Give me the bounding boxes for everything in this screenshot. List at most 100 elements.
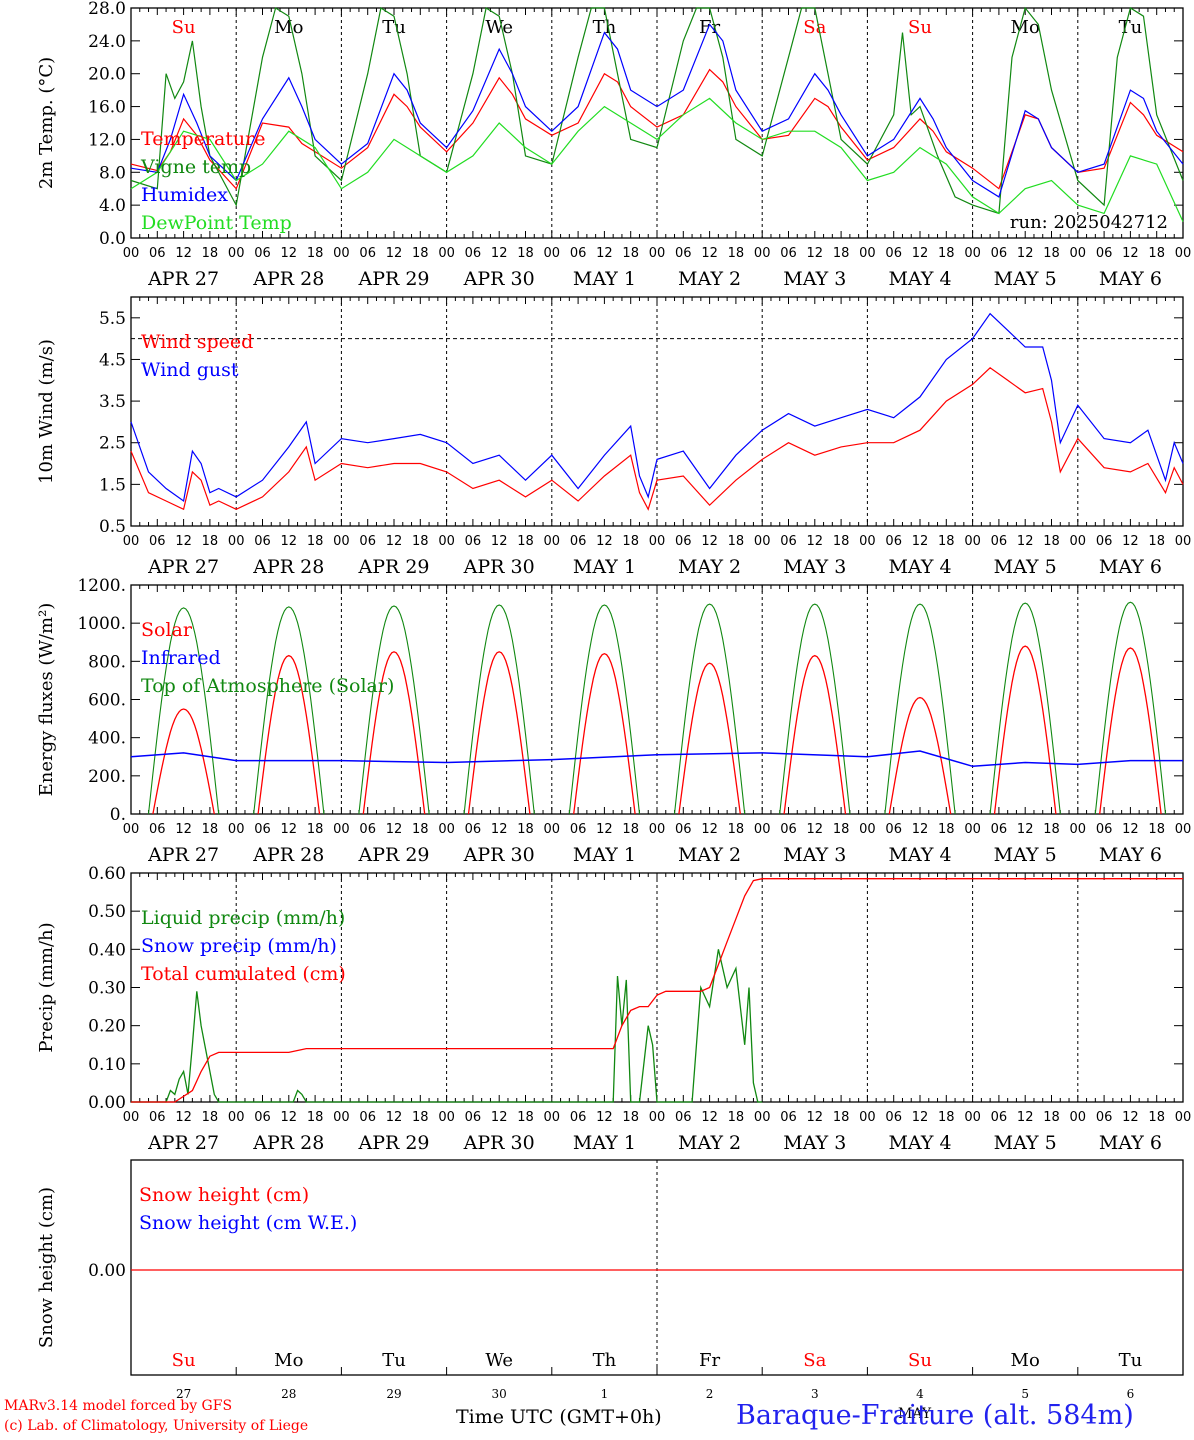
hour-label: 06 bbox=[780, 534, 797, 549]
hour-label: 12 bbox=[386, 1110, 403, 1125]
legend-entry: Wind gust bbox=[141, 359, 239, 381]
hour-label: 18 bbox=[728, 1110, 745, 1125]
hour-label: 06 bbox=[359, 822, 376, 837]
panel-2: 00 06 12 18 00 06 12 18 00 06 12 18 00 06 12 18 00 06 12 18… bbox=[36, 296, 1191, 578]
hour-label: 12 bbox=[912, 1110, 929, 1125]
date-label: MAY 5 bbox=[994, 844, 1057, 866]
time-axis-label: Time UTC (GMT+0h) bbox=[456, 1406, 662, 1428]
hour-label: 12 bbox=[701, 246, 718, 261]
lab-credit: (c) Lab. of Climatology, University of L… bbox=[4, 1418, 309, 1434]
series-line bbox=[131, 878, 1183, 1103]
hour-label: 06 bbox=[359, 246, 376, 261]
y-tick-label: 0.10 bbox=[88, 1055, 126, 1075]
date-label: APR 28 bbox=[252, 844, 324, 866]
hour-label: 12 bbox=[491, 1110, 508, 1125]
hour-label: 18 bbox=[1043, 822, 1060, 837]
toa-solar-line bbox=[884, 603, 956, 815]
hour-label: 18 bbox=[938, 1110, 955, 1125]
legend-entry: Snow height (cm W.E.) bbox=[139, 1212, 357, 1234]
date-label: APR 30 bbox=[463, 556, 535, 578]
series-line bbox=[130, 23, 1184, 198]
hour-label: 00 bbox=[859, 1110, 876, 1125]
y-tick-label: 200. bbox=[88, 767, 126, 787]
hour-label: 18 bbox=[307, 246, 324, 261]
hour-label: 00 bbox=[544, 1110, 561, 1125]
hour-label: 06 bbox=[675, 534, 692, 549]
toa-solar-line bbox=[673, 603, 746, 815]
hour-label: 18 bbox=[307, 822, 324, 837]
hour-label: 00 bbox=[649, 1110, 666, 1125]
hour-label: 12 bbox=[1122, 1110, 1139, 1125]
date-label: APR 27 bbox=[147, 268, 219, 290]
hour-label: 00 bbox=[438, 822, 455, 837]
y-tick-label: 0.20 bbox=[88, 1017, 126, 1037]
hour-label: 12 bbox=[1122, 822, 1139, 837]
solar-line bbox=[1099, 647, 1162, 815]
y-tick-label: 20.0 bbox=[88, 65, 126, 85]
hour-label: 18 bbox=[1043, 534, 1060, 549]
day-number-label: 5 bbox=[1021, 1387, 1029, 1401]
toa-solar-line bbox=[779, 603, 851, 815]
solar-line bbox=[152, 708, 215, 815]
hour-label: 12 bbox=[1122, 246, 1139, 261]
hour-label: 12 bbox=[491, 822, 508, 837]
hour-label: 00 bbox=[964, 246, 981, 261]
hour-label: 06 bbox=[149, 822, 166, 837]
legend-entry: Vigne temp bbox=[140, 156, 251, 178]
date-label: MAY 6 bbox=[1099, 556, 1162, 578]
hour-label: 12 bbox=[281, 822, 298, 837]
toa-solar-line bbox=[568, 604, 641, 815]
date-label: MAY 3 bbox=[783, 844, 846, 866]
solar-line bbox=[362, 651, 426, 815]
toa-solar-line bbox=[1094, 601, 1167, 815]
run-label: run: 2025042712 bbox=[1010, 212, 1168, 233]
date-label: MAY 5 bbox=[994, 1132, 1057, 1154]
solar-line bbox=[993, 645, 1057, 815]
hour-label: 00 bbox=[438, 1110, 455, 1125]
day-number-label: 6 bbox=[1127, 1387, 1135, 1401]
hour-label: 06 bbox=[465, 534, 482, 549]
date-label: MAY 2 bbox=[678, 556, 741, 578]
y-tick-label: 0.60 bbox=[88, 864, 126, 884]
hour-label: 00 bbox=[859, 246, 876, 261]
hour-label: 12 bbox=[175, 822, 192, 837]
hour-label: 12 bbox=[596, 1110, 613, 1125]
hour-label: 00 bbox=[1070, 1110, 1087, 1125]
y-tick-label: 1000. bbox=[77, 614, 126, 634]
hour-label: 18 bbox=[517, 246, 534, 261]
y-tick-label: 0. bbox=[110, 805, 126, 825]
y-tick-label: 800. bbox=[88, 652, 126, 672]
hour-label: 12 bbox=[1017, 1110, 1034, 1125]
hour-label: 06 bbox=[254, 534, 271, 549]
hour-label: 06 bbox=[991, 822, 1008, 837]
y-axis-label: Snow height (cm) bbox=[36, 1187, 57, 1348]
hour-label: 06 bbox=[885, 1110, 902, 1125]
hour-label: 00 bbox=[964, 822, 981, 837]
weekday-label: Tu bbox=[1119, 1350, 1143, 1371]
hour-label: 18 bbox=[412, 246, 429, 261]
solar-line bbox=[467, 651, 531, 815]
legend-entry: DewPoint Temp bbox=[141, 212, 292, 234]
hour-label: 12 bbox=[175, 246, 192, 261]
series-line bbox=[130, 6, 1184, 215]
hour-label: 18 bbox=[833, 822, 850, 837]
date-label: MAY 6 bbox=[1099, 844, 1162, 866]
y-tick-label: 0.00 bbox=[88, 1261, 126, 1281]
legend-entry: Infrared bbox=[141, 647, 221, 669]
hour-label: 06 bbox=[254, 1110, 271, 1125]
hour-label: 12 bbox=[175, 534, 192, 549]
hour-label: 18 bbox=[728, 822, 745, 837]
hour-label: 12 bbox=[386, 246, 403, 261]
hour-label: 18 bbox=[517, 1110, 534, 1125]
date-label: APR 27 bbox=[147, 1132, 219, 1154]
hour-label: 18 bbox=[938, 246, 955, 261]
hour-label: 18 bbox=[1148, 246, 1165, 261]
weekday-label: Th bbox=[593, 17, 617, 38]
weekday-label: Mo bbox=[274, 1350, 303, 1371]
legend-entry: Top of Atmosphere (Solar) bbox=[141, 675, 394, 697]
hour-label: 00 bbox=[649, 246, 666, 261]
hour-label: 06 bbox=[570, 1110, 587, 1125]
legend-entry: Temperature bbox=[141, 128, 265, 150]
day-number-label: 3 bbox=[811, 1387, 819, 1401]
hour-label: 00 bbox=[1175, 822, 1192, 837]
